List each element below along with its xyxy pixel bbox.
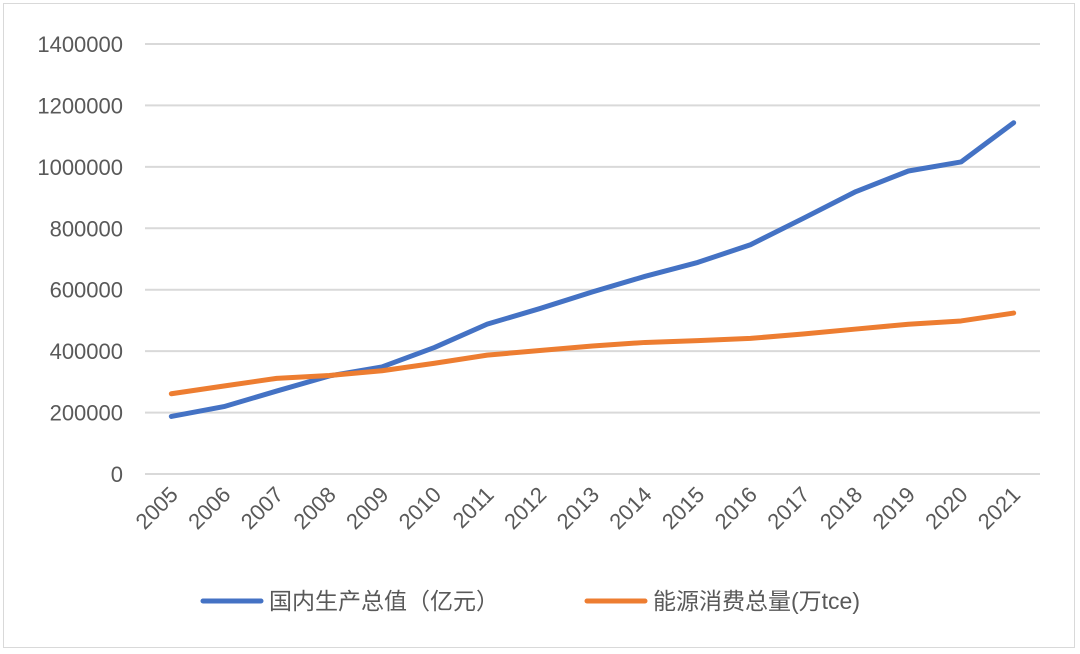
y-tick-label: 1400000 bbox=[37, 32, 123, 57]
x-tick-label: 2006 bbox=[183, 482, 235, 534]
legend-label-2: 能源消费总量(万tce) bbox=[653, 588, 860, 614]
x-tick-label: 2010 bbox=[394, 482, 446, 534]
x-tick-label: 2009 bbox=[341, 482, 393, 534]
y-tick-label: 800000 bbox=[50, 216, 123, 241]
y-tick-label: 1200000 bbox=[37, 93, 123, 118]
x-tick-label: 2013 bbox=[552, 482, 604, 534]
y-tick-label: 400000 bbox=[50, 339, 123, 364]
y-tick-label: 200000 bbox=[50, 401, 123, 426]
chart-frame bbox=[3, 3, 1075, 648]
x-tick-label: 2005 bbox=[131, 482, 183, 534]
y-tick-label: 1000000 bbox=[37, 155, 123, 180]
x-tick-label: 2016 bbox=[710, 482, 762, 534]
x-tick-label: 2007 bbox=[236, 482, 288, 534]
y-tick-label: 600000 bbox=[50, 278, 123, 303]
x-tick-label: 2015 bbox=[657, 482, 709, 534]
x-tick-label: 2017 bbox=[762, 482, 814, 534]
x-tick-label: 2008 bbox=[289, 482, 341, 534]
x-tick-label: 2019 bbox=[868, 482, 920, 534]
x-tick-label: 2011 bbox=[448, 482, 499, 533]
x-tick-label: 2018 bbox=[815, 482, 867, 534]
x-tick-label: 2014 bbox=[604, 482, 656, 534]
x-tick-label: 2020 bbox=[920, 482, 972, 534]
legend-label-1: 国内生产总值（亿元） bbox=[269, 588, 499, 614]
series-line-1 bbox=[168, 120, 1017, 419]
series-line-2 bbox=[168, 310, 1017, 397]
y-tick-label: 0 bbox=[111, 462, 123, 487]
x-tick-label: 2012 bbox=[499, 482, 551, 534]
x-tick-label: 2021 bbox=[973, 482, 1025, 534]
